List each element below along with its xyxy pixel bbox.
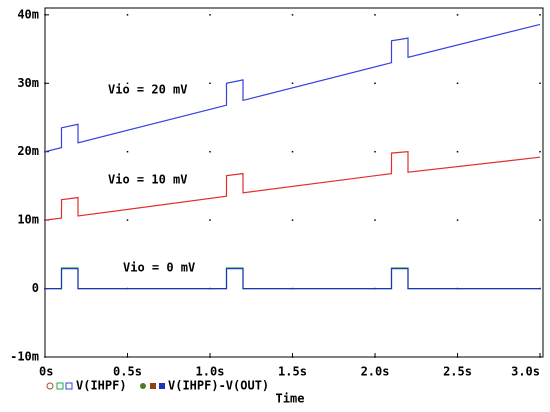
y-tick-label: 40m <box>17 7 39 21</box>
y-tick-label: 0 <box>32 281 39 295</box>
x-tick-label: 0s <box>39 365 53 379</box>
grid-dot <box>291 14 294 16</box>
grid-dot <box>126 150 129 153</box>
grid-dot <box>209 150 211 153</box>
grid-dot <box>374 82 376 85</box>
grid-dot <box>44 219 46 221</box>
series-line <box>45 268 540 290</box>
grid-dot <box>374 150 376 153</box>
grid-dot <box>126 82 129 85</box>
grid-dot <box>539 82 541 85</box>
x-tick-label: 2.0s <box>361 365 390 379</box>
grid-dot <box>374 356 376 358</box>
grid-dot <box>291 219 294 221</box>
grid-dot <box>374 14 376 16</box>
x-tick-label: 1.5s <box>278 365 307 379</box>
y-tick-label: -10m <box>10 350 39 364</box>
series-line <box>44 23 541 153</box>
grid-dot <box>539 219 541 221</box>
grid-dot <box>539 287 541 290</box>
grid-dot <box>456 150 459 153</box>
x-tick-label: 1.0s <box>196 365 225 379</box>
grid-dot <box>209 219 211 221</box>
grid-dot <box>209 356 211 358</box>
annotation: Vio = 10 mV <box>108 173 187 187</box>
y-tick-label: 30m <box>17 76 39 90</box>
grid-dot <box>456 356 459 358</box>
grid-dot <box>126 219 129 221</box>
plot-frame <box>44 7 544 358</box>
grid-dot <box>291 82 294 85</box>
x-axis-label: Time <box>276 392 305 406</box>
grid-dot <box>44 150 46 153</box>
grid-dot <box>209 14 211 16</box>
series-line <box>45 267 540 290</box>
legend-label: V(IHPF)-V(OUT) <box>168 379 269 393</box>
grid-dot <box>44 356 46 358</box>
grid-dot <box>126 356 129 358</box>
annotation: Vio = 0 mV <box>123 261 195 275</box>
legend-label: V(IHPF) <box>76 379 127 393</box>
y-tick-label: 10m <box>17 213 39 227</box>
grid-dot <box>539 356 541 358</box>
x-tick-label: 3.0s <box>511 365 540 379</box>
grid-dot <box>374 219 376 221</box>
grid-dot <box>44 14 46 16</box>
grid-dot <box>539 14 541 16</box>
grid-dot <box>291 356 294 358</box>
grid-dot <box>291 150 294 153</box>
x-tick-label: 2.5s <box>443 365 472 379</box>
annotation: Vio = 20 mV <box>108 83 187 97</box>
x-tick-label: 0.5s <box>113 365 142 379</box>
grid-dot <box>44 82 46 85</box>
grid-dot <box>126 14 129 16</box>
series-line <box>44 151 541 221</box>
grid-dot <box>209 82 211 85</box>
y-tick-label: 20m <box>17 144 39 158</box>
grid-dot <box>456 14 459 16</box>
grid-dot <box>456 219 459 221</box>
legend-glyph <box>46 382 165 390</box>
grid-dot <box>456 82 459 85</box>
grid-dot <box>539 150 541 153</box>
